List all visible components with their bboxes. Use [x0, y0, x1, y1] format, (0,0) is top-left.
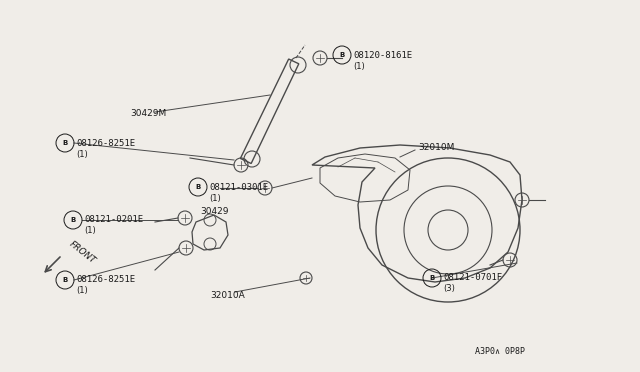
Text: (1): (1) [76, 150, 88, 158]
Text: 32010M: 32010M [418, 144, 454, 153]
Text: B: B [339, 52, 344, 58]
Text: 30429: 30429 [200, 208, 228, 217]
Text: (3): (3) [443, 285, 455, 294]
Text: FRONT: FRONT [68, 239, 98, 265]
Text: (1): (1) [84, 227, 96, 235]
Text: 08126-8251E: 08126-8251E [76, 138, 135, 148]
Text: 30429M: 30429M [130, 109, 166, 118]
Text: (1): (1) [209, 193, 221, 202]
Text: 08121-0201E: 08121-0201E [84, 215, 143, 224]
Text: B: B [195, 184, 200, 190]
Text: (1): (1) [353, 61, 365, 71]
Text: 08120-8161E: 08120-8161E [353, 51, 412, 60]
Text: 08126-8251E: 08126-8251E [76, 276, 135, 285]
Text: B: B [62, 277, 68, 283]
Text: B: B [62, 140, 68, 146]
Text: B: B [429, 275, 435, 281]
Text: 32010A: 32010A [210, 291, 244, 299]
Text: A3P0∧ 0P8P: A3P0∧ 0P8P [475, 347, 525, 356]
Text: (1): (1) [76, 286, 88, 295]
Text: 08121-0701F: 08121-0701F [443, 273, 502, 282]
Text: B: B [70, 217, 76, 223]
Text: 08121-0301E: 08121-0301E [209, 183, 268, 192]
